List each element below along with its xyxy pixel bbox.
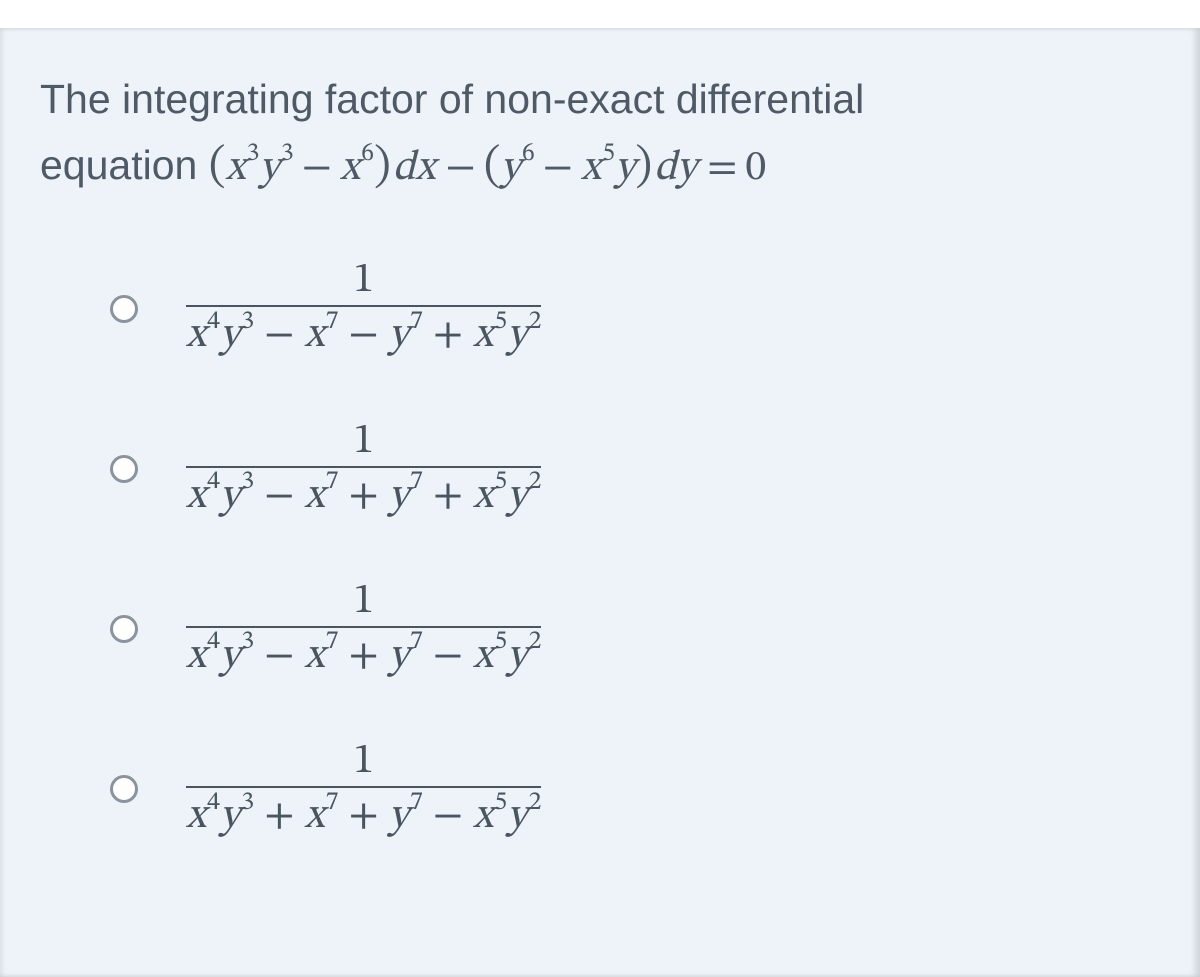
radio-button[interactable] xyxy=(110,775,138,803)
radio-button[interactable] xyxy=(110,455,138,483)
option-row[interactable]: 1x4y3−x7+y7−x5y2 xyxy=(110,580,1160,678)
option-fraction: 1x4y3+x7+y7−x5y2 xyxy=(186,740,541,838)
fraction-denominator: x4y3+x7+y7−x5y2 xyxy=(186,788,541,838)
fraction-numerator: 1 xyxy=(353,580,374,626)
option-row[interactable]: 1x4y3−x7−y7+x5y2 xyxy=(110,259,1160,357)
fraction-denominator: x4y3−x7+y7−x5y2 xyxy=(186,628,541,678)
fraction-denominator: x4y3−x7−y7+x5y2 xyxy=(186,307,541,357)
option-fraction: 1x4y3−x7+y7+x5y2 xyxy=(186,420,541,518)
question-text: The integrating factor of non-exact diff… xyxy=(40,68,1160,204)
option-row[interactable]: 1x4y3+x7+y7−x5y2 xyxy=(110,740,1160,838)
option-row[interactable]: 1x4y3−x7+y7+x5y2 xyxy=(110,420,1160,518)
fraction-numerator: 1 xyxy=(353,420,374,466)
fraction-numerator: 1 xyxy=(353,259,374,305)
question-card: The integrating factor of non-exact diff… xyxy=(0,28,1200,977)
page: The integrating factor of non-exact diff… xyxy=(0,0,1200,977)
option-fraction: 1x4y3−x7−y7+x5y2 xyxy=(186,259,541,357)
question-lead: The integrating factor of non-exact diff… xyxy=(40,76,864,122)
radio-button[interactable] xyxy=(110,295,138,323)
fraction-denominator: x4y3−x7+y7+x5y2 xyxy=(186,468,541,518)
option-fraction: 1x4y3−x7+y7−x5y2 xyxy=(186,580,541,678)
question-equation: (x3y3−x6)dx−(y6−x5y)dy=0 xyxy=(209,147,766,189)
fraction-numerator: 1 xyxy=(353,740,374,786)
options-list: 1x4y3−x7−y7+x5y21x4y3−x7+y7+x5y21x4y3−x7… xyxy=(110,259,1160,837)
question-line2-prefix: equation xyxy=(40,142,209,188)
radio-button[interactable] xyxy=(110,615,138,643)
